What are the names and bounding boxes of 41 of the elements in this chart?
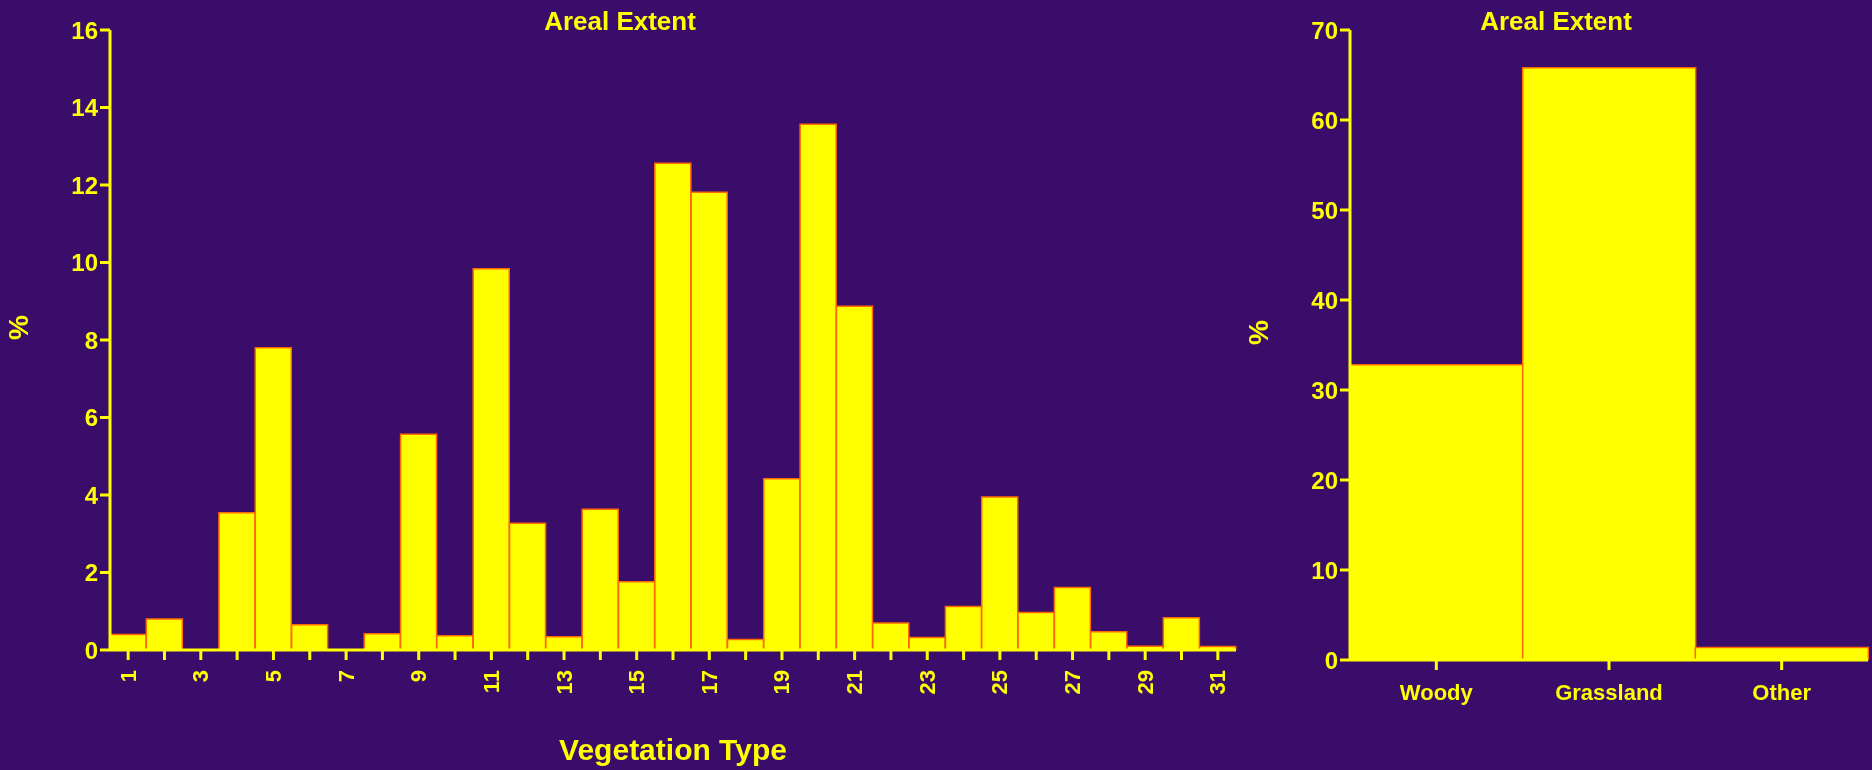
x-tick-label: 29 xyxy=(1132,670,1158,695)
y-tick-label: 16 xyxy=(71,16,98,44)
y-tick-label: 12 xyxy=(71,171,98,199)
y-tick-label: 0 xyxy=(84,636,98,664)
x-tick-label: Other xyxy=(1752,680,1812,705)
y-tick-label: 14 xyxy=(71,94,99,122)
x-tick-label: Grassland xyxy=(1555,680,1663,705)
chart-title: Areal Extent xyxy=(544,6,696,36)
y-tick-label: 30 xyxy=(1311,376,1338,404)
y-tick-label: 10 xyxy=(71,249,98,277)
x-tick-label: 7 xyxy=(333,670,359,683)
y-tick-label: 20 xyxy=(1311,466,1338,494)
x-axis-title: Vegetation Type xyxy=(559,733,787,766)
y-tick-label: 6 xyxy=(84,404,98,432)
y-axis-title: % xyxy=(1242,320,1274,345)
chart-title: Areal Extent xyxy=(1480,6,1632,36)
x-tick-label: 25 xyxy=(987,670,1013,695)
y-tick-label: 8 xyxy=(84,326,98,354)
x-tick-label: 21 xyxy=(842,670,868,695)
y-tick-label: 50 xyxy=(1311,196,1338,224)
x-tick-label: 9 xyxy=(406,670,432,683)
y-axis-title: % xyxy=(2,315,34,340)
x-tick-label: 27 xyxy=(1060,670,1086,695)
y-tick-label: 40 xyxy=(1311,286,1338,314)
x-tick-label: 19 xyxy=(769,670,795,695)
x-tick-label: Woody xyxy=(1399,680,1474,705)
y-tick-label: 0 xyxy=(1324,646,1338,674)
x-tick-label: 15 xyxy=(624,670,650,695)
y-tick-label: 70 xyxy=(1311,16,1338,44)
x-tick-label: 13 xyxy=(551,670,577,695)
y-tick-label: 4 xyxy=(84,481,99,509)
x-tick-label: 11 xyxy=(478,670,504,694)
y-tick-label: 2 xyxy=(84,559,98,587)
x-tick-label: 23 xyxy=(914,670,940,695)
x-tick-label: 3 xyxy=(188,670,214,683)
y-tick-label: 60 xyxy=(1311,106,1338,134)
y-tick-label: 10 xyxy=(1311,556,1338,584)
x-tick-label: 5 xyxy=(260,670,286,683)
x-tick-label: 17 xyxy=(696,670,722,695)
x-tick-label: 31 xyxy=(1205,670,1231,695)
x-tick-label: 1 xyxy=(115,670,141,683)
